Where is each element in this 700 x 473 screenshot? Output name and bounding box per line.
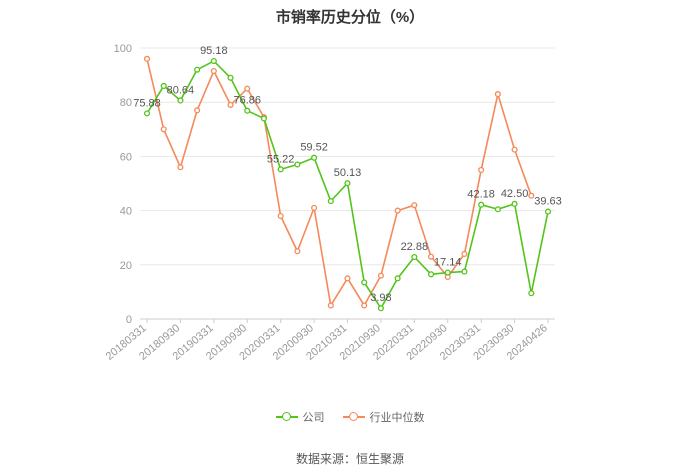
data-label: 76.86	[233, 95, 261, 107]
data-point-company	[528, 290, 535, 297]
data-label: 75.88	[133, 97, 161, 109]
data-point-industry	[511, 146, 518, 153]
data-point-industry	[177, 164, 184, 171]
data-point-company	[244, 107, 251, 114]
data-point-company	[143, 110, 151, 117]
data-point-company	[511, 200, 518, 207]
data-point-company	[544, 208, 552, 215]
y-tick-label: 100	[114, 43, 132, 55]
data-source: 数据来源：恒生聚源	[295, 452, 404, 466]
legend-label-industry: 行业中位数	[369, 412, 425, 424]
y-tick-label: 20	[120, 260, 132, 272]
data-point-company	[210, 58, 217, 65]
y-axis: 0 20 40 60 80 100	[114, 43, 132, 326]
data-point-industry	[411, 202, 418, 209]
data-point-industry	[210, 67, 217, 75]
data-label: 95.18	[200, 45, 228, 57]
data-point-company	[294, 161, 301, 168]
legend-swatch-industry	[342, 412, 365, 422]
data-label: 42.50	[501, 188, 529, 200]
data-point-industry	[494, 91, 501, 98]
chart-title: 市销率历史分位（%）	[275, 9, 425, 26]
data-point-company	[461, 268, 468, 275]
data-point-company	[227, 74, 234, 81]
data-point-company	[260, 115, 268, 122]
data-label: 59.52	[300, 142, 328, 154]
data-point-company	[427, 271, 435, 278]
data-point-company	[194, 66, 201, 73]
data-point-industry	[311, 204, 318, 211]
y-tick-label: 60	[120, 151, 132, 163]
legend-label-company: 公司	[302, 412, 325, 424]
series-industry	[143, 55, 535, 309]
data-point-industry	[327, 302, 334, 309]
data-point-industry	[394, 207, 401, 214]
legend: 公司 行业中位数	[0, 409, 700, 425]
data-point-company	[311, 154, 318, 161]
series-company	[143, 58, 552, 312]
data-point-industry	[528, 192, 535, 199]
data-point-company	[361, 279, 368, 286]
data-point-industry	[427, 253, 435, 260]
data-point-industry	[361, 302, 368, 309]
data-point-company	[444, 269, 451, 276]
data-point-company	[277, 166, 284, 173]
y-tick-label: 0	[126, 314, 132, 326]
data-point-company	[494, 206, 501, 213]
data-label: 22.88	[401, 241, 429, 253]
data-point-industry	[194, 107, 201, 114]
legend-swatch-company	[275, 412, 298, 422]
data-point-company	[411, 253, 418, 261]
data-point-industry	[160, 126, 167, 133]
data-point-company	[177, 97, 184, 104]
data-point-industry	[461, 250, 468, 258]
data-point-industry	[344, 275, 351, 282]
series-line-industry	[146, 58, 533, 307]
legend-item-company[interactable]: 公司	[275, 409, 325, 425]
data-point-company	[478, 201, 485, 208]
y-tick-label: 80	[120, 97, 132, 109]
data-point-company	[394, 275, 401, 282]
data-point-industry	[227, 101, 234, 108]
data-point-industry	[478, 166, 485, 174]
line-chart: 0 20 40 60 80 100 201803312018093020190331201…	[104, 43, 562, 363]
data-label: 80.64	[167, 84, 195, 96]
data-point-industry	[244, 85, 251, 92]
data-label: 55.22	[267, 153, 295, 165]
data-point-company	[327, 198, 334, 205]
data-point-company	[160, 82, 167, 89]
data-label: 3.98	[370, 292, 391, 304]
data-labels: 75.88 80.64 95.18 76.86 55.22 59.52 50.13 3.98 2…	[133, 45, 562, 304]
data-point-company	[377, 305, 384, 312]
y-tick-label: 40	[120, 206, 132, 218]
legend-item-industry[interactable]: 行业中位数	[342, 409, 425, 425]
data-point-industry	[294, 248, 301, 255]
data-point-company	[344, 180, 351, 187]
data-label: 50.13	[334, 167, 362, 179]
data-label: 39.63	[534, 196, 562, 208]
data-point-industry	[277, 212, 284, 220]
data-label: 17.14	[434, 257, 462, 269]
x-axis: 2018033120180930201903312019093020200331…	[104, 319, 550, 363]
data-point-industry	[377, 272, 384, 279]
data-point-industry	[143, 55, 151, 62]
data-label: 42.18	[467, 189, 495, 201]
